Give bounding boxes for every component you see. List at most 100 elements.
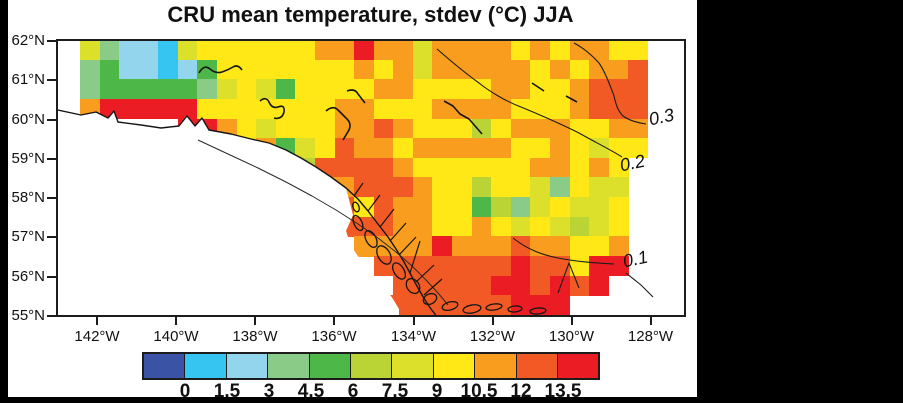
grid-cell <box>491 41 512 61</box>
colorbar-cell <box>475 354 517 378</box>
grid-cell <box>432 275 453 296</box>
lake-outline <box>531 82 545 92</box>
grid-cell <box>452 157 473 179</box>
grid-cell <box>452 41 473 61</box>
grid-cell <box>628 59 649 80</box>
grid-cell <box>412 295 434 315</box>
grid-cell <box>334 59 355 80</box>
latitude-tick-label: 56°N <box>11 267 45 285</box>
grid-cell <box>510 59 531 80</box>
grid-cell <box>80 41 101 61</box>
grid-cell <box>608 197 629 218</box>
grid-cell <box>295 118 316 139</box>
grid-cell <box>471 197 492 218</box>
grid-cell <box>530 118 551 139</box>
grid-cell <box>432 197 453 218</box>
colorbar-cell <box>309 354 351 378</box>
colorbar-boundary-label: 1.5 <box>213 381 241 402</box>
grid-cell <box>569 197 590 218</box>
grid-cell <box>99 79 120 100</box>
grid-cell <box>569 59 590 80</box>
grid-cell <box>549 256 571 277</box>
grid-cell <box>510 98 531 120</box>
longitude-tick-label: 128°W <box>627 328 674 345</box>
grid-cell <box>569 138 590 159</box>
grid-cell <box>354 236 375 257</box>
grid-cell <box>608 177 629 198</box>
island-outline <box>529 307 547 315</box>
grid-cell <box>295 79 316 100</box>
grid-cell <box>589 216 610 238</box>
island-outline <box>352 214 364 232</box>
grid-cell <box>314 98 336 120</box>
grid-cell <box>452 216 473 238</box>
grid-cell <box>530 216 551 238</box>
grid-cell <box>471 118 492 139</box>
longitude-tick <box>649 317 652 325</box>
grid-cell <box>373 118 394 139</box>
fjord-line <box>379 208 395 228</box>
grid-cell <box>119 79 140 100</box>
grid-cell <box>373 216 394 238</box>
island-outline <box>376 245 392 265</box>
colorbar-cell <box>268 354 310 378</box>
grid-cell <box>510 256 531 277</box>
lake-outline <box>198 65 243 74</box>
latitude-tick <box>47 157 56 160</box>
fjord-line <box>398 236 417 256</box>
grid-cell <box>452 138 473 159</box>
lake-outline <box>259 97 285 120</box>
grid-cell <box>138 98 159 120</box>
grid-cell <box>314 118 336 139</box>
island-outline <box>462 304 482 314</box>
grid-cell <box>569 41 590 61</box>
longitude-tick-label: 132°W <box>469 328 516 345</box>
grid-cell <box>432 216 453 238</box>
grid-cell <box>217 79 238 100</box>
grid-cell <box>530 59 551 80</box>
grid-cell <box>569 98 590 120</box>
grid-cell <box>471 256 492 277</box>
grid-cell <box>510 197 531 218</box>
grid-cell <box>628 41 649 61</box>
grid-cell <box>119 41 140 61</box>
grid-cell <box>432 98 453 120</box>
island-outline <box>485 303 503 311</box>
island-outline <box>405 277 421 295</box>
latitude-tick-label: 58°N <box>11 189 45 207</box>
ocean-mask <box>58 110 399 315</box>
grid-cell <box>510 79 531 100</box>
colorbar-boundary-label: 13.5 <box>544 381 582 402</box>
grid-cell <box>491 59 512 80</box>
grid-cell <box>608 138 629 159</box>
grid-cell <box>236 41 257 61</box>
island-outline <box>391 262 407 280</box>
grid-cell <box>549 216 571 238</box>
grid-cell <box>491 197 512 218</box>
grid-cell <box>608 41 629 61</box>
grid-cell <box>334 157 355 179</box>
grid-cell <box>393 79 414 100</box>
grid-cell <box>471 275 492 296</box>
grid-cell <box>589 41 610 61</box>
grid-cell <box>236 98 257 120</box>
grid-cell <box>530 157 551 179</box>
grid-cell <box>549 79 571 100</box>
latitude-tick-label: 59°N <box>11 149 45 167</box>
grid-cell <box>432 157 453 179</box>
island-outline <box>441 300 459 312</box>
longitude-tick-label: 136°W <box>311 328 357 345</box>
grid-cell <box>177 79 199 100</box>
fjord-line <box>367 194 381 212</box>
grid-cell <box>549 177 571 198</box>
grid-cell <box>452 275 473 296</box>
grid-cell <box>354 157 375 179</box>
grid-cell <box>589 79 610 100</box>
colorbar-cell <box>350 354 393 378</box>
longitude-tick <box>491 317 494 325</box>
longitude-tick <box>96 317 98 325</box>
grid-cell <box>138 41 159 61</box>
longitude-tick-label: 142°W <box>74 328 120 345</box>
island-outline <box>422 292 438 306</box>
grid-cell <box>373 59 394 80</box>
